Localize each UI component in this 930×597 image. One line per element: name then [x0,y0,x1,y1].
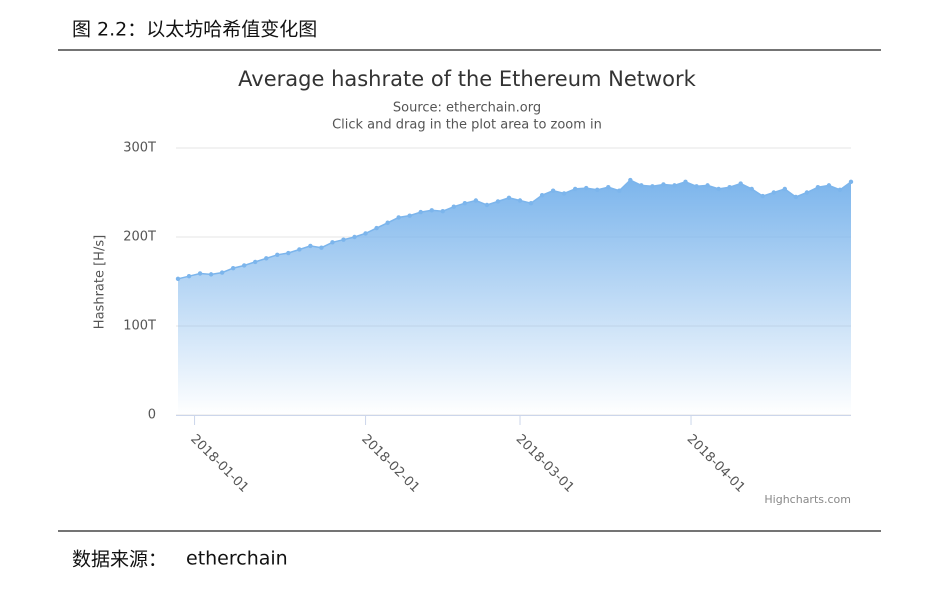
point [363,231,368,236]
y-tick-label: 0 [148,408,156,423]
point [584,185,589,191]
point [495,199,501,204]
point [550,188,556,193]
point [297,247,302,252]
point [275,252,280,257]
x-tick-label: 2018-04-01 [684,432,748,496]
point [374,225,379,231]
point [760,193,765,199]
point [628,177,633,183]
point [440,208,445,214]
point [749,186,754,192]
point [528,200,534,206]
point [826,183,832,188]
point [837,187,843,193]
chart-note: Click and drag in the plot area to zoom … [332,118,602,133]
point [197,271,203,276]
point [385,220,390,225]
point [396,215,401,220]
y-tick-label: 300T [123,141,156,156]
point [727,184,732,190]
point [782,186,788,192]
point [606,184,611,190]
point [473,198,479,203]
point [793,194,799,200]
figure-title: 图 2.2：以太坊哈希值变化图 [72,19,317,41]
point [506,195,512,201]
point [253,259,258,265]
point [241,263,247,268]
point [208,272,214,277]
point [694,184,699,189]
point [308,243,313,249]
point [429,208,434,213]
point [716,186,721,192]
point [771,190,776,195]
source-value: etherchain [186,548,288,570]
point [230,265,236,271]
point [804,190,810,195]
chart-subtitle: Source: etherchain.org [393,101,541,116]
area-fill [178,180,851,415]
point [352,234,357,240]
x-tick-label: 2018-01-01 [187,432,251,496]
point [661,182,666,187]
y-axis-title: Hashrate [H/s] [93,235,108,329]
point [572,186,578,192]
point [517,198,523,203]
point [683,179,688,185]
point [219,270,225,275]
point [705,183,710,188]
point [561,191,567,196]
point [815,184,821,190]
point [539,192,545,198]
point [186,273,192,279]
point [286,250,291,256]
y-tick-label: 200T [123,230,156,245]
point [418,209,423,215]
point [650,184,655,189]
point [595,187,600,193]
credits: Highcharts.com [764,493,851,506]
point [451,204,457,209]
point [848,179,854,185]
y-tick-label: 100T [123,319,156,334]
point [319,245,324,250]
point [330,240,335,245]
point [175,276,181,282]
point [407,213,412,218]
point [341,237,346,242]
x-tick-label: 2018-02-01 [358,432,422,496]
point [738,181,743,186]
source-label: 数据来源： [72,549,167,571]
point [639,183,644,188]
point [462,200,468,206]
chart-title: Average hashrate of the Ethereum Network [238,67,697,91]
point [672,183,677,188]
point [617,188,622,193]
point [484,202,490,208]
x-tick-label: 2018-03-01 [513,432,577,496]
point [264,256,269,261]
